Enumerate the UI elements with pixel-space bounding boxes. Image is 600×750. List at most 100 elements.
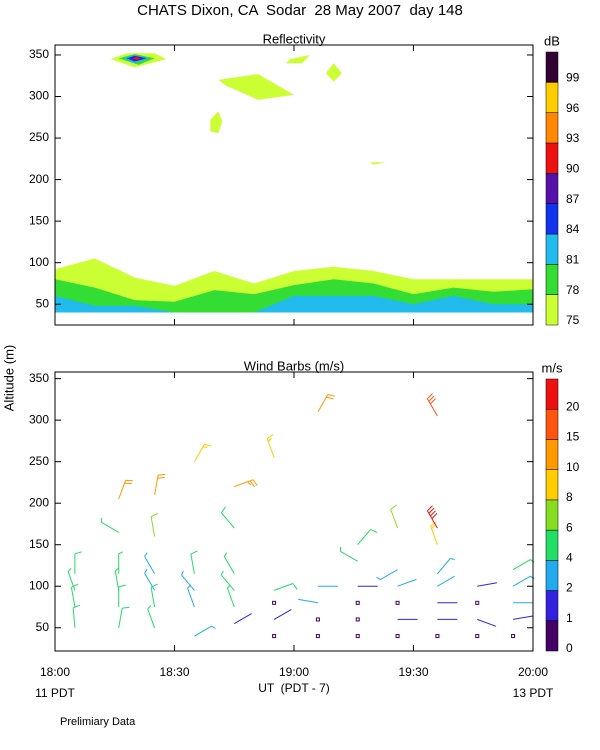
- y-tick-label: 200: [29, 495, 49, 509]
- x-tick-label: 18:00: [40, 665, 70, 679]
- wind-barb: [376, 569, 398, 581]
- calm-marker: [395, 600, 400, 605]
- wind-barb: [477, 582, 497, 587]
- calm-marker: [315, 617, 320, 622]
- calm-marker: [272, 634, 277, 639]
- y-tick-label: 300: [29, 89, 49, 103]
- y-tick-label: 50: [36, 620, 50, 634]
- wind-barb: [144, 569, 156, 591]
- wind-barb: [273, 583, 298, 591]
- wind-barb: [477, 618, 497, 627]
- wind-barb: [317, 394, 336, 413]
- note: Prelimiary Data: [60, 716, 136, 728]
- colorbar-tick-label: 1: [566, 611, 573, 625]
- wind-barb: [426, 393, 438, 417]
- wind-barb: [357, 528, 378, 546]
- calm-marker: [395, 634, 400, 639]
- colorbar-box: [545, 233, 559, 265]
- colorbar-box: [545, 203, 559, 235]
- calm-marker: [475, 634, 480, 639]
- wind-barb: [147, 605, 156, 628]
- wind-barb: [339, 546, 358, 562]
- colorbar-tick-label: 4: [566, 551, 573, 565]
- wind-barb: [187, 584, 195, 608]
- reflectivity-region: [325, 63, 342, 82]
- reflectivity-region: [218, 74, 294, 100]
- wind-barb: [193, 443, 212, 462]
- wind-barb: [220, 570, 235, 591]
- colorbar-box: [545, 620, 559, 652]
- y-tick-label: 200: [29, 172, 49, 186]
- colorbar-box: [545, 82, 559, 113]
- chart-title: CHATS Dixon, CA Sodar 28 May 2007 day 14…: [137, 2, 463, 19]
- footer-right: 13 PDT: [513, 686, 554, 700]
- colorbar-tick-label: 78: [566, 283, 580, 297]
- colorbar-tick-label: 6: [566, 520, 573, 534]
- y-axis-label: Altitude (m): [1, 345, 16, 411]
- wind-barb: [118, 551, 123, 574]
- wind-barb: [72, 604, 81, 628]
- wind-barb: [426, 505, 438, 529]
- wind-barb: [430, 521, 438, 545]
- colorbar-tick-label: 10: [566, 460, 580, 474]
- wind-barb: [437, 558, 455, 575]
- wind-barb: [234, 479, 258, 488]
- wind-barb: [70, 583, 79, 608]
- plot-frame: [54, 371, 534, 652]
- colorbar-tick-label: 2: [566, 581, 573, 595]
- x-tick-label: 19:30: [398, 665, 428, 679]
- colorbar-tick-label: 93: [566, 131, 580, 145]
- colorbar-box: [545, 439, 559, 470]
- wind-barb: [144, 552, 156, 575]
- wind-barb: [150, 583, 158, 608]
- reflectivity-region: [369, 162, 386, 165]
- colorbar-tick-label: 81: [566, 253, 580, 267]
- colorbar-box: [545, 264, 559, 295]
- wind-barb: [67, 567, 76, 591]
- colorbar-box: [545, 590, 559, 622]
- wind-barb: [118, 606, 130, 628]
- y-tick-label: 250: [29, 454, 49, 468]
- calm-marker: [272, 600, 277, 605]
- colorbar-tick-label: 75: [566, 313, 580, 327]
- reflectivity-region: [132, 56, 141, 60]
- wind-barb: [512, 559, 535, 571]
- y-tick-label: 300: [29, 412, 49, 426]
- y-tick-label: 50: [36, 296, 50, 310]
- wind-barb: [181, 570, 195, 591]
- colorbar-box: [545, 112, 559, 144]
- x-tick-label: 20:00: [518, 665, 548, 679]
- panel-title: Reflectivity: [263, 31, 326, 46]
- footer-left: 11 PDT: [35, 686, 75, 700]
- colorbar-box: [545, 408, 559, 440]
- wind-barb: [234, 613, 252, 625]
- colorbar-box: [545, 560, 559, 591]
- colorbar-label: dB: [544, 33, 560, 48]
- x-tick-label: 19:00: [279, 665, 309, 679]
- y-tick-label: 150: [29, 537, 49, 551]
- colorbar-box: [545, 529, 559, 561]
- y-tick-label: 100: [29, 578, 49, 592]
- wind-barb: [154, 473, 166, 495]
- reflectivity-region: [286, 55, 310, 64]
- y-tick-label: 350: [29, 47, 49, 61]
- colorbar-box: [545, 51, 559, 83]
- colorbar-tick-label: 20: [566, 399, 580, 413]
- calm-marker: [475, 600, 480, 605]
- calm-marker: [355, 600, 360, 605]
- y-tick-label: 100: [29, 255, 49, 269]
- reflectivity-region: [55, 295, 533, 313]
- colorbar-box: [545, 294, 559, 326]
- calm-marker: [315, 634, 320, 639]
- x-tick-label: 18:30: [159, 665, 189, 679]
- wind-barb: [513, 615, 533, 620]
- colorbar-tick-label: 15: [566, 430, 580, 444]
- wind-barb: [226, 584, 235, 608]
- wind-barb: [512, 575, 535, 587]
- x-axis-label: UT (PDT - 7): [258, 681, 330, 695]
- wind-barb: [118, 584, 126, 607]
- wind-barb: [390, 504, 399, 529]
- colorbar-box: [545, 499, 559, 531]
